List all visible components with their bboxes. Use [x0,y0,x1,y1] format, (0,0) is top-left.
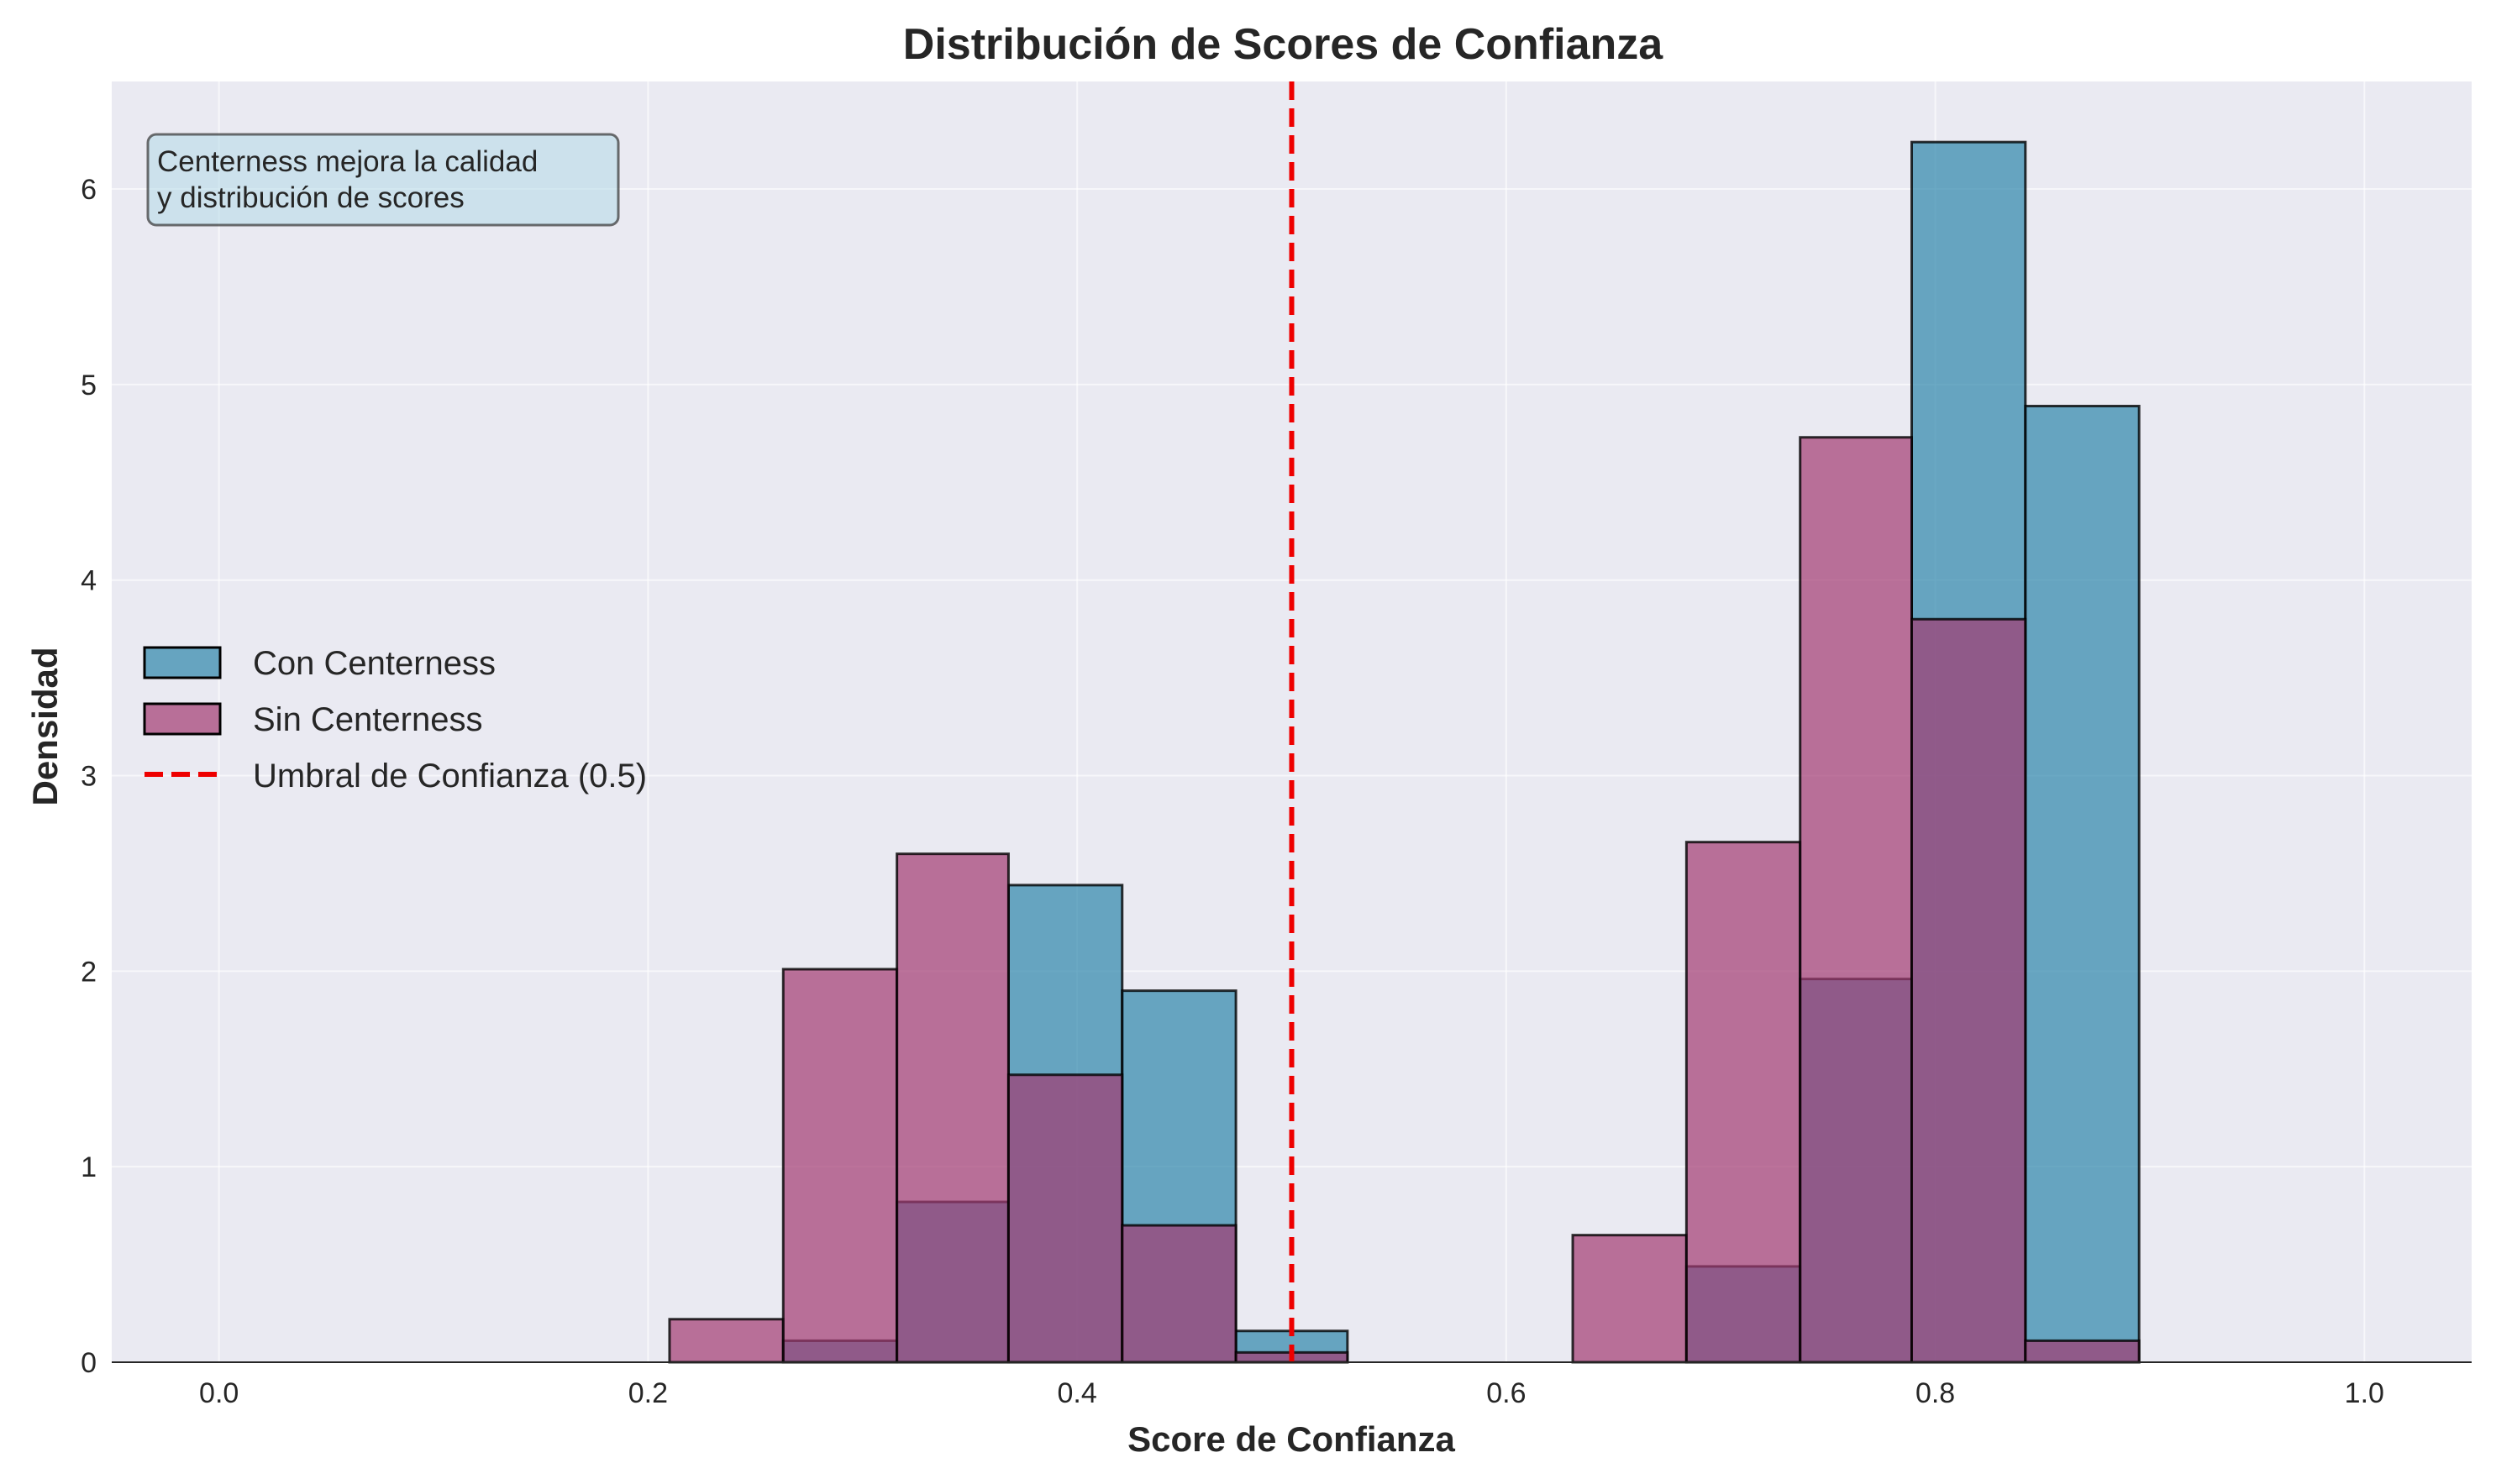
bar-sin-centerness-10 [2024,1339,2141,1364]
y-tick-label: 6 [81,174,97,206]
y-tick-label: 1 [81,1151,97,1183]
bar-sin-centerness-0 [668,1318,785,1364]
legend-swatch-sin-centerness [143,702,222,736]
bar-sin-centerness-3 [1006,1073,1124,1364]
legend-label-threshold: Umbral de Confianza (0.5) [253,758,647,794]
x-axis-ticks: 0.0 0.2 0.4 0.6 0.8 1.0 [199,1377,2384,1409]
series-sin-centerness [668,436,2141,1364]
annotation-background [146,133,620,227]
y-tick-label: 0 [81,1347,97,1379]
legend: Con Centerness Sin Centerness Umbral de … [143,645,647,794]
y-tick-label: 3 [81,761,97,793]
y-tick-label: 2 [81,956,97,988]
bar-con-centerness-8 [2024,404,2141,1364]
x-axis-label: Score de Confianza [1127,1419,1455,1459]
y-axis-ticks: 0 1 2 3 4 5 6 [81,174,97,1379]
x-tick-label: 0.4 [1058,1377,1097,1409]
annotation-line-2: y distribución de scores [157,181,465,214]
bar-sin-centerness-1 [781,967,899,1364]
legend-swatch-con-centerness [143,646,222,679]
y-tick-label: 4 [81,565,97,597]
legend-label-con-centerness: Con Centerness [253,645,496,682]
x-tick-label: 0.6 [1486,1377,1526,1409]
legend-label-sin-centerness: Sin Centerness [253,701,482,738]
annotation-box: Centerness mejora la calidad y distribuc… [146,133,620,227]
y-tick-label: 5 [81,370,97,401]
x-tick-label: 0.8 [1915,1377,1955,1409]
x-tick-label: 1.0 [2345,1377,2384,1409]
annotation-line-1: Centerness mejora la calidad [157,145,538,178]
bar-sin-centerness-6 [1571,1234,1688,1364]
bar-sin-centerness-2 [896,852,1010,1364]
y-axis-label: Densidad [25,647,65,805]
chart-title: Distribución de Scores de Confianza [903,20,1663,69]
bar-sin-centerness-9 [1910,617,2027,1364]
bar-sin-centerness-7 [1684,841,1802,1364]
x-tick-label: 0.2 [628,1377,668,1409]
bar-sin-centerness-4 [1121,1224,1237,1364]
bar-sin-centerness-8 [1799,436,1914,1364]
x-tick-label: 0.0 [199,1377,239,1409]
